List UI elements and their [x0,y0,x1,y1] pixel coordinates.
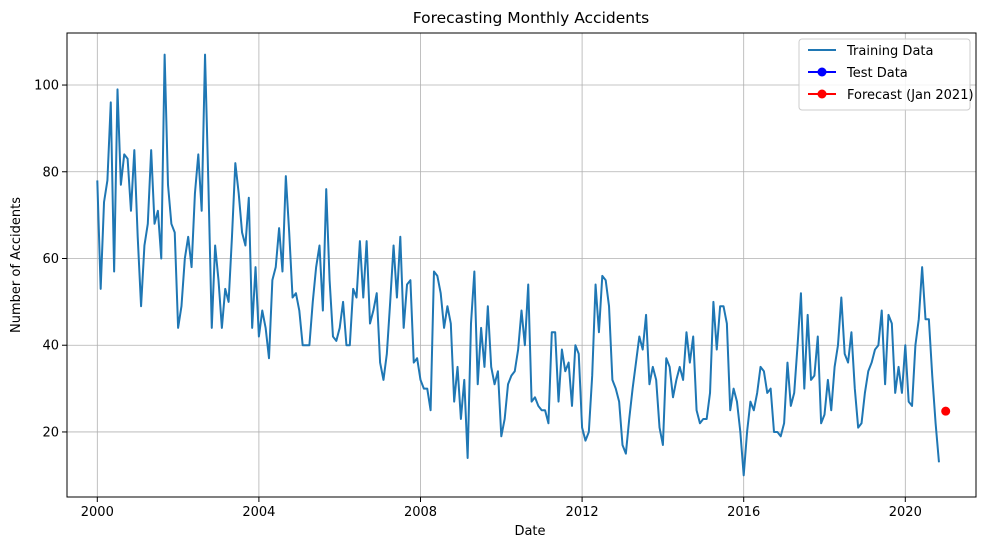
y-axis-ticks: 20 40 60 80 100 [34,79,67,440]
y-tick-label: 100 [34,79,59,94]
legend-label-forecast: Forecast (Jan 2021) [847,88,974,103]
chart-title: Forecasting Monthly Accidents [413,9,650,27]
plot-content [96,53,951,477]
x-tick-label: 2008 [404,505,437,520]
x-tick-label: 2000 [81,505,114,520]
x-tick-label: 2012 [566,505,599,520]
legend: Training Data Test Data Forecast (Jan 20… [798,38,974,111]
y-tick-label: 80 [42,165,59,180]
legend-label-test-data: Test Data [846,66,908,81]
x-axis-ticks: 2000 2004 2008 2012 2016 2020 [81,497,922,520]
y-axis-title: Number of Accidents [9,197,24,333]
forecast-point [941,406,951,416]
y-tick-label: 40 [42,339,59,354]
x-tick-label: 2016 [727,505,760,520]
training-data-line [96,53,940,477]
x-axis-title: Date [514,524,545,539]
legend-marker-test-data-dot [817,67,827,77]
legend-label-training-data: Training Data [846,44,933,59]
x-tick-label: 2020 [889,505,922,520]
legend-box [798,38,971,111]
y-tick-label: 20 [42,425,59,440]
x-tick-label: 2004 [242,505,275,520]
plot-frame [66,32,977,498]
y-tick-label: 60 [42,252,59,267]
legend-marker-forecast-dot [817,89,827,99]
